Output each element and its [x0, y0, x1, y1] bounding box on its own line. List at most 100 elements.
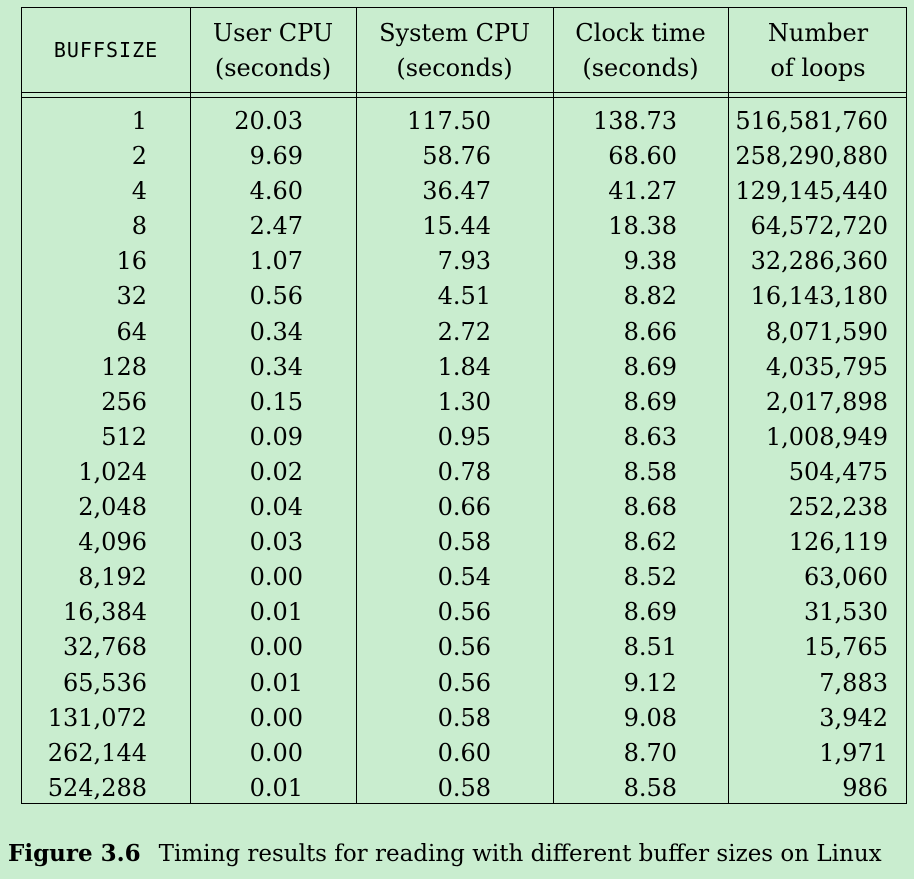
cell-user-cpu: 0.01: [249, 668, 303, 697]
table-row: 4,096 0.03 0.58 8.62 126,119: [22, 525, 906, 560]
table-row: 131,072 0.00 0.58 9.08 3,942: [22, 701, 906, 736]
table-row: 2,048 0.04 0.66 8.68 252,238: [22, 490, 906, 525]
header-line: Number: [767, 18, 869, 47]
cell-system-cpu: 2.72: [437, 317, 491, 346]
header-system-cpu: System CPU (seconds): [356, 8, 553, 93]
header-rule-top: [22, 92, 906, 93]
cell-loops: 64,572,720: [750, 212, 888, 241]
cell-user-cpu: 0.00: [249, 703, 303, 732]
cell-clock-time: 8.58: [623, 457, 677, 486]
cell-system-cpu: 58.76: [422, 142, 491, 171]
cell-loops: 258,290,880: [735, 142, 888, 171]
cell-clock-time: 8.70: [623, 738, 677, 767]
cell-user-cpu: 0.00: [249, 563, 303, 592]
cell-clock-time: 8.58: [623, 773, 677, 802]
cell-user-cpu: 0.00: [249, 738, 303, 767]
cell-loops: 7,883: [819, 668, 888, 697]
cell-user-cpu: 0.34: [249, 317, 303, 346]
cell-buffsize: 128: [101, 352, 147, 381]
table-row: 1,024 0.02 0.78 8.58 504,475: [22, 455, 906, 490]
cell-user-cpu: 4.60: [249, 177, 303, 206]
cell-user-cpu: 1.07: [249, 247, 303, 276]
cell-system-cpu: 1.30: [437, 387, 491, 416]
column-divider: [728, 8, 729, 803]
cell-loops: 3,942: [819, 703, 888, 732]
cell-buffsize: 32,768: [63, 633, 147, 662]
cell-system-cpu: 0.95: [437, 422, 491, 451]
cell-user-cpu: 0.02: [249, 457, 303, 486]
cell-system-cpu: 1.84: [437, 352, 491, 381]
header-line: BUFFSIZE: [53, 38, 159, 62]
cell-clock-time: 9.38: [623, 247, 677, 276]
table-row: 2 9.69 58.76 68.60 258,290,880: [22, 139, 906, 174]
cell-loops: 8,071,590: [765, 317, 888, 346]
cell-buffsize: 65,536: [63, 668, 147, 697]
cell-loops: 63,060: [804, 563, 888, 592]
cell-clock-time: 8.51: [623, 633, 677, 662]
cell-buffsize: 16,384: [63, 598, 147, 627]
cell-loops: 504,475: [788, 457, 888, 486]
table-row: 8 2.47 15.44 18.38 64,572,720: [22, 209, 906, 244]
header-clock-time: Clock time (seconds): [553, 8, 728, 93]
cell-loops: 129,145,440: [735, 177, 888, 206]
column-divider: [190, 8, 191, 803]
table-row: 16,384 0.01 0.56 8.69 31,530: [22, 595, 906, 630]
table-row: 4 4.60 36.47 41.27 129,145,440: [22, 174, 906, 209]
timing-table: BUFFSIZE User CPU (seconds) System CPU (…: [21, 7, 907, 804]
cell-user-cpu: 0.15: [249, 387, 303, 416]
table-row: 524,288 0.01 0.58 8.58 986: [22, 771, 906, 806]
cell-loops: 16,143,180: [750, 282, 888, 311]
header-line: Clock time: [575, 18, 706, 47]
header-line: (seconds): [214, 53, 332, 82]
cell-system-cpu: 0.56: [437, 668, 491, 697]
table-row: 32,768 0.00 0.56 8.51 15,765: [22, 630, 906, 665]
cell-system-cpu: 0.54: [437, 563, 491, 592]
cell-clock-time: 8.69: [623, 352, 677, 381]
table-body: 1 20.03 117.50 138.73 516,581,760 2 9.69…: [22, 104, 906, 806]
cell-clock-time: 138.73: [593, 107, 677, 135]
table-row: 8,192 0.00 0.54 8.52 63,060: [22, 560, 906, 595]
cell-system-cpu: 0.56: [437, 598, 491, 627]
cell-buffsize: 8: [131, 212, 147, 241]
cell-buffsize: 4: [131, 177, 147, 206]
table-row: 65,536 0.01 0.56 9.12 7,883: [22, 666, 906, 701]
cell-system-cpu: 0.66: [437, 493, 491, 522]
figure-caption: Figure 3.6 Timing results for reading wit…: [8, 840, 882, 867]
cell-loops: 252,238: [788, 493, 888, 522]
cell-system-cpu: 0.60: [437, 738, 491, 767]
cell-loops: 4,035,795: [765, 352, 888, 381]
table-row: 64 0.34 2.72 8.66 8,071,590: [22, 315, 906, 350]
cell-buffsize: 4,096: [78, 528, 147, 557]
cell-clock-time: 8.82: [623, 282, 677, 311]
cell-user-cpu: 9.69: [249, 142, 303, 171]
cell-buffsize: 8,192: [78, 563, 147, 592]
cell-clock-time: 9.08: [623, 703, 677, 732]
cell-system-cpu: 0.78: [437, 457, 491, 486]
cell-buffsize: 524,288: [47, 773, 147, 802]
header-line: (seconds): [582, 53, 699, 82]
figure-label: Figure 3.6: [8, 840, 141, 867]
cell-system-cpu: 7.93: [437, 247, 491, 276]
cell-system-cpu: 0.56: [437, 633, 491, 662]
cell-system-cpu: 36.47: [422, 177, 491, 206]
header-line: User CPU: [212, 18, 334, 47]
table-row: 32 0.56 4.51 8.82 16,143,180: [22, 279, 906, 314]
header-number-of-loops: Number of loops: [728, 8, 908, 93]
cell-loops: 2,017,898: [765, 387, 888, 416]
cell-loops: 126,119: [788, 528, 888, 557]
cell-system-cpu: 4.51: [437, 282, 491, 311]
cell-system-cpu: 0.58: [437, 528, 491, 557]
cell-loops: 1,971: [819, 738, 888, 767]
cell-user-cpu: 0.00: [249, 633, 303, 662]
cell-loops: 15,765: [804, 633, 888, 662]
table-row: 1 20.03 117.50 138.73 516,581,760: [22, 104, 906, 139]
cell-clock-time: 8.68: [623, 493, 677, 522]
cell-buffsize: 32: [116, 282, 147, 311]
header-user-cpu: User CPU (seconds): [190, 8, 356, 93]
table-row: 16 1.07 7.93 9.38 32,286,360: [22, 244, 906, 279]
cell-user-cpu: 0.03: [249, 528, 303, 557]
cell-user-cpu: 0.09: [249, 422, 303, 451]
cell-clock-time: 8.66: [623, 317, 677, 346]
cell-clock-time: 8.62: [623, 528, 677, 557]
cell-clock-time: 18.38: [608, 212, 677, 241]
